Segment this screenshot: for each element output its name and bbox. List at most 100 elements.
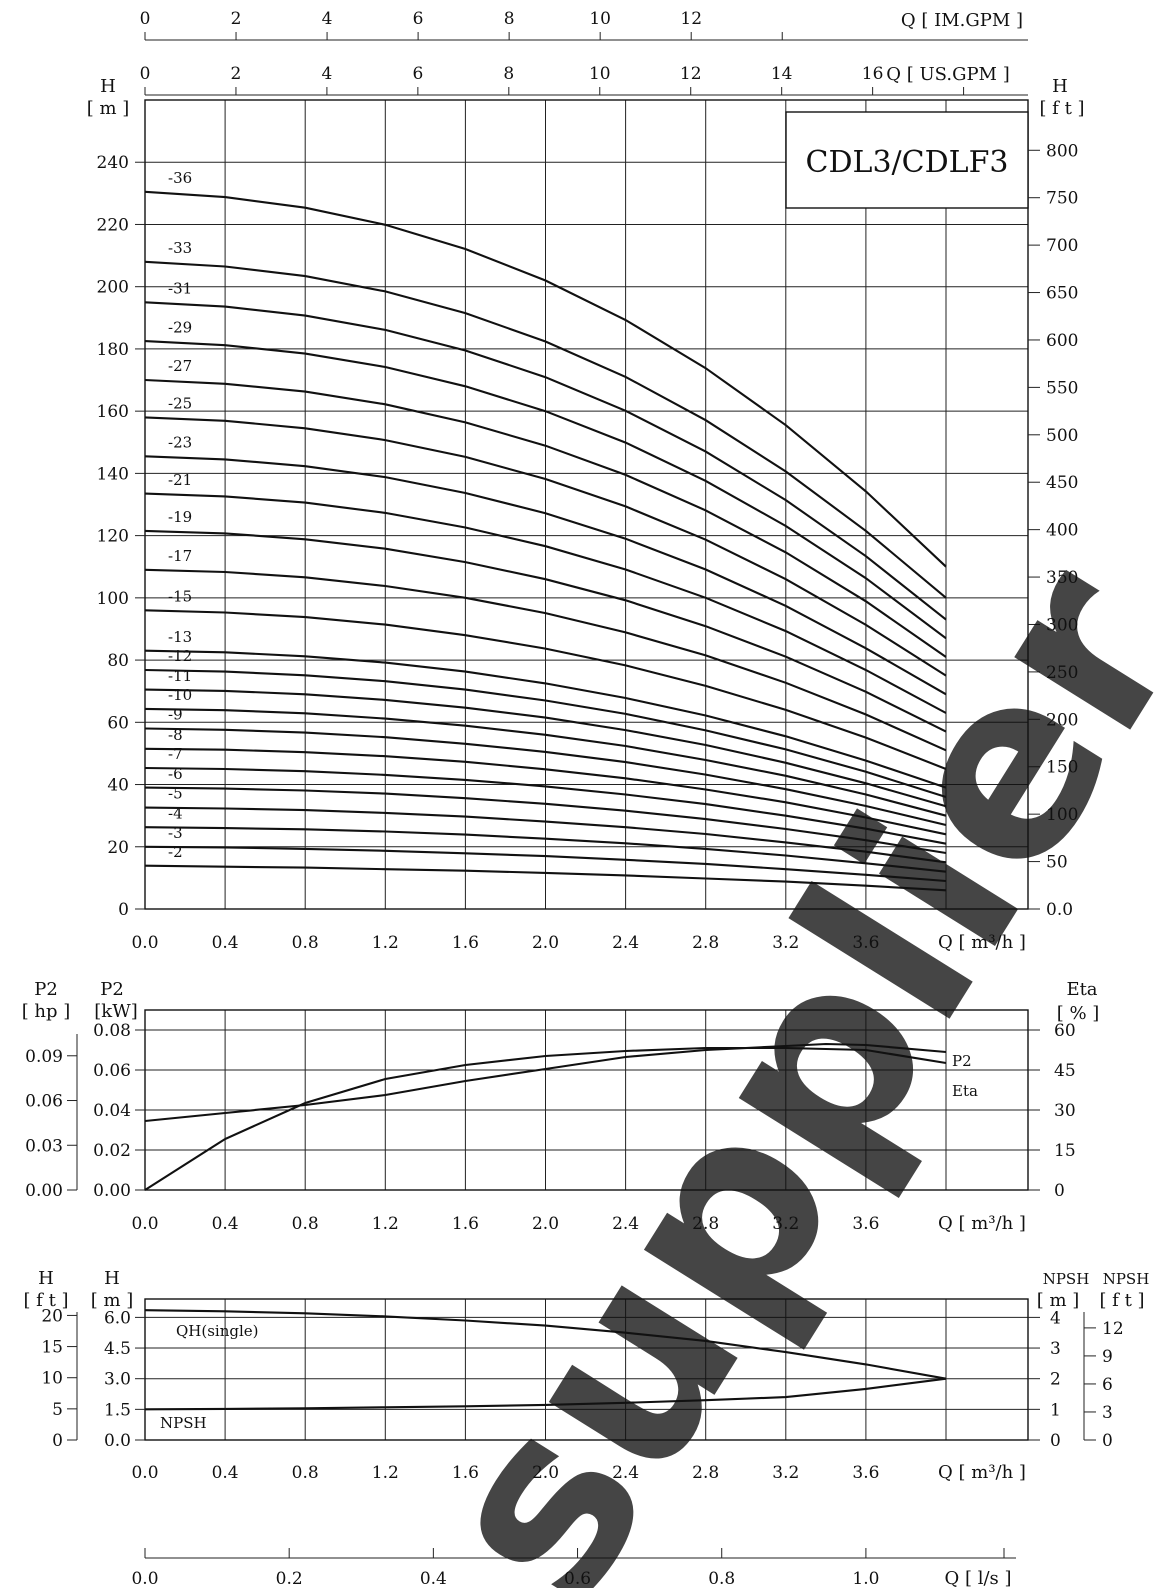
npsh-hm-tick-label: 1.5 — [104, 1400, 131, 1420]
head-curve-label: -25 — [168, 395, 192, 413]
power-chart: 0.000.020.040.060.08P2[kW]0.000.030.060.… — [22, 979, 1100, 1234]
head-y2-tick-label: 50 — [1046, 853, 1068, 873]
head-y-tick-label: 40 — [107, 776, 129, 796]
power-kw-tick-label: 0.04 — [93, 1101, 131, 1121]
head-y-tick-label: 60 — [107, 713, 129, 733]
npsh-ft-label-symbol: NPSH — [1103, 1270, 1150, 1288]
head-y-tick-label: 240 — [97, 153, 129, 173]
head-title: CDL3/CDLF3 — [806, 145, 1009, 180]
head-y2-tick-label: 450 — [1046, 473, 1078, 493]
head-curve-stage-8 — [144, 747, 947, 836]
flow-ls-tick-label: 0.0 — [131, 1569, 158, 1588]
power-eta-label-symbol: Eta — [1066, 979, 1097, 1000]
usgpm-tick-label: 0 — [140, 64, 151, 84]
head-curve-label: -27 — [168, 357, 192, 375]
npsh-m-tick-label: 0 — [1050, 1431, 1061, 1451]
usgpm-tick-label: 6 — [412, 64, 423, 84]
imgpm-tick-label: 2 — [231, 9, 242, 29]
npsh-hft-label-symbol: H — [38, 1268, 54, 1289]
head-curve-label: -36 — [168, 169, 192, 187]
npsh-x-tick-label: 0.0 — [131, 1463, 158, 1483]
head-chart: CDL3/CDLF3020406080100120140160180200220… — [87, 9, 1085, 953]
npsh-hm-label-symbol: H — [104, 1268, 120, 1289]
flow-ls-tick-label: 0.6 — [564, 1569, 591, 1588]
power-hp-label-symbol: P2 — [34, 979, 58, 1000]
head-curve-label: -33 — [168, 239, 192, 257]
head-y-tick-label: 80 — [107, 651, 129, 671]
head-y2-tick-label: 600 — [1046, 331, 1078, 351]
npsh-x-tick-label: 2.0 — [532, 1463, 559, 1483]
imgpm-tick-label: 10 — [589, 9, 611, 29]
npsh-hft-tick-label: 0 — [52, 1431, 63, 1451]
npsh-x-tick-label: 3.6 — [852, 1463, 879, 1483]
power-kw-tick-label: 0.08 — [93, 1021, 131, 1041]
head-curve-stage-3 — [144, 845, 947, 883]
power-eta-tick-label: 45 — [1054, 1061, 1076, 1081]
head-y-label-unit: [ m ] — [87, 98, 130, 119]
power-kw-tick-label: 0.06 — [93, 1061, 131, 1081]
power-x-tick-label: 3.6 — [852, 1214, 879, 1234]
power-hp-tick-label: 0.06 — [25, 1092, 63, 1112]
power-kw-label-symbol: P2 — [100, 979, 124, 1000]
flow-ls-tick-label: 0.4 — [420, 1569, 447, 1588]
power-x-tick-label: 0.8 — [292, 1214, 319, 1234]
head-y2-label-symbol: H — [1052, 76, 1068, 97]
head-y-tick-label: 20 — [107, 838, 129, 858]
npsh-hm-tick-label: 4.5 — [104, 1339, 131, 1359]
power-x-tick-label: 3.2 — [772, 1214, 799, 1234]
head-y2-tick-label: 400 — [1046, 521, 1078, 541]
head-curve-stage-25 — [144, 416, 947, 677]
head-y2-tick-label: 700 — [1046, 236, 1078, 256]
npsh-x-tick-label: 0.4 — [212, 1463, 239, 1483]
head-y2-tick-label: 550 — [1046, 378, 1078, 398]
usgpm-tick-label: 14 — [771, 64, 793, 84]
power-kw-label-unit: [kW] — [94, 1001, 137, 1022]
head-curve-label: -2 — [168, 843, 183, 861]
power-x-tick-label: 1.6 — [452, 1214, 479, 1234]
head-y2-tick-label: 800 — [1046, 141, 1078, 161]
head-curve-stage-9 — [144, 727, 947, 827]
power-curve-label-p2: P2 — [952, 1052, 972, 1070]
power-curve-eta — [144, 1046, 947, 1191]
head-y-tick-label: 140 — [97, 464, 129, 484]
power-hp-label-unit: [ hp ] — [22, 1001, 71, 1022]
usgpm-tick-label: 8 — [503, 64, 514, 84]
head-curve-stage-4 — [144, 826, 947, 873]
flow-ls-axis: 0.0 0.2 0.4 0.6 0.8 1.0 Q [ l/s ] — [131, 1548, 1016, 1588]
npsh-ft-tick-label: 6 — [1102, 1375, 1113, 1395]
head-y-tick-label: 160 — [97, 402, 129, 422]
head-y2-tick-label: 350 — [1046, 568, 1078, 588]
power-x-tick-label: 0.4 — [212, 1214, 239, 1234]
power-hp-tick-label: 0.03 — [25, 1136, 63, 1156]
usgpm-tick-label: 16 — [862, 64, 884, 84]
power-eta-label-unit: [ % ] — [1057, 1003, 1100, 1024]
npsh-hm-label-unit: [ m ] — [91, 1290, 134, 1311]
head-curve-label: -13 — [168, 628, 192, 646]
npsh-hm-tick-label: 0.0 — [104, 1431, 131, 1451]
imgpm-tick-label: 8 — [504, 9, 515, 29]
npsh-plot-frame — [144, 1298, 1029, 1441]
head-x-tick-label: 0.0 — [131, 933, 158, 953]
power-kw-tick-label: 0.02 — [93, 1141, 131, 1161]
npsh-ft-label-unit: [ f t ] — [1099, 1290, 1144, 1311]
head-curve-stage-31 — [144, 301, 947, 621]
usgpm-tick-label: 10 — [589, 64, 611, 84]
head-curve-label: -7 — [168, 745, 183, 763]
power-eta-tick-label: 15 — [1054, 1141, 1076, 1161]
head-curve-stage-11 — [144, 688, 947, 808]
head-y2-tick-label: 500 — [1046, 426, 1078, 446]
power-eta-tick-label: 30 — [1054, 1101, 1076, 1121]
head-curve-stage-12 — [144, 668, 947, 799]
head-y2-tick-label: 300 — [1046, 615, 1078, 635]
head-curve-label: -15 — [168, 587, 192, 605]
power-eta-tick-label: 0 — [1054, 1181, 1065, 1201]
head-curve-stage-10 — [144, 707, 947, 817]
head-y-tick-label: 0 — [118, 900, 129, 920]
head-x-tick-label: 2.0 — [532, 933, 559, 953]
head-y-tick-label: 220 — [97, 215, 129, 235]
imgpm-tick-label: 6 — [413, 9, 424, 29]
power-hp-tick-label: 0.00 — [25, 1181, 63, 1201]
power-hp-tick-label: 0.09 — [25, 1047, 63, 1067]
